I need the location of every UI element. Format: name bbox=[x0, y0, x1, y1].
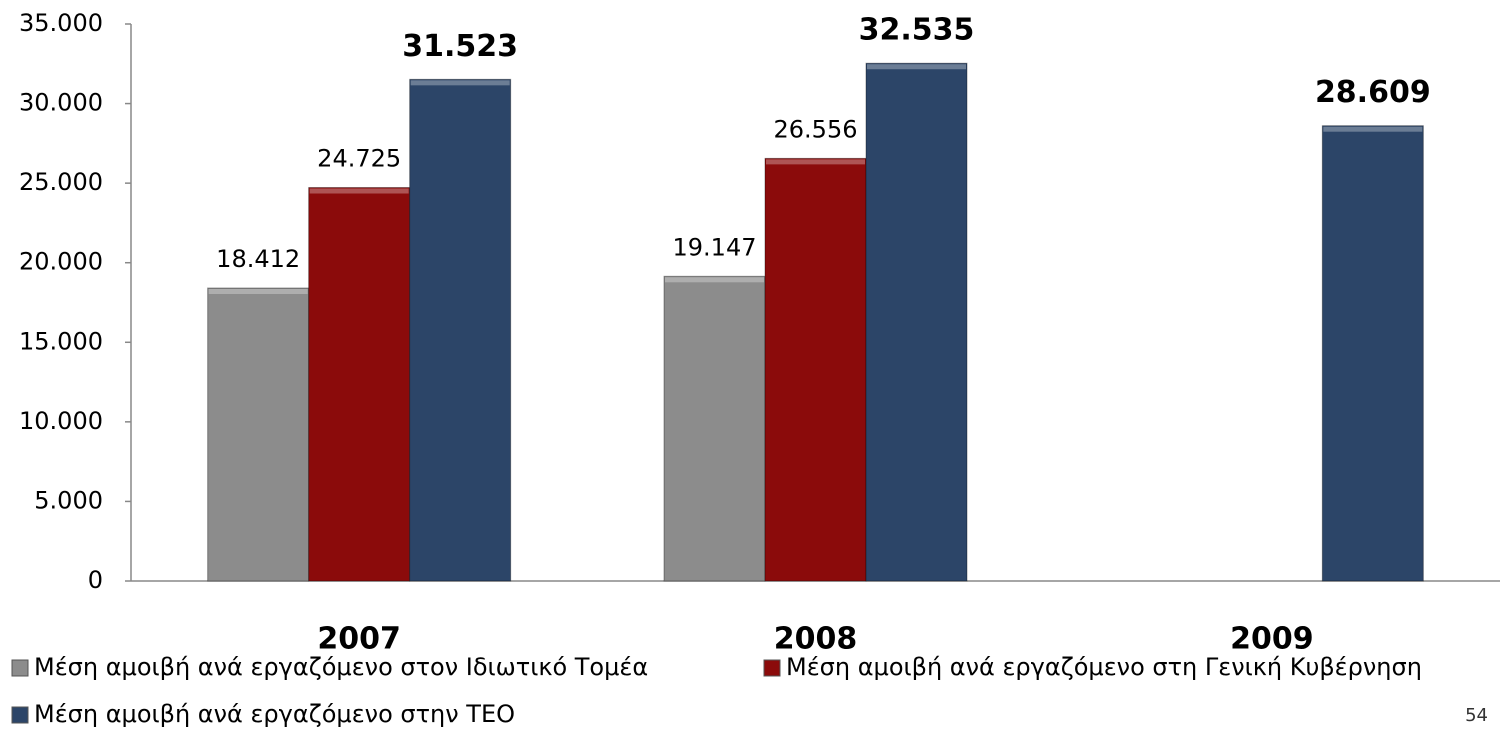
page-number: 54 bbox=[1465, 705, 1488, 726]
bar-highlight bbox=[1323, 126, 1423, 132]
bar bbox=[764, 157, 867, 582]
y-tick-label: 30.000 bbox=[19, 89, 103, 117]
data-label: 31.523 bbox=[402, 29, 518, 64]
y-tick-label: 15.000 bbox=[19, 327, 103, 355]
y-tick-label: 5.000 bbox=[34, 486, 103, 514]
y-tick-label: 0 bbox=[88, 566, 103, 594]
bar bbox=[308, 187, 411, 582]
bar bbox=[1321, 125, 1424, 582]
x-tick-label: 2009 bbox=[1230, 622, 1314, 657]
bar-highlight bbox=[208, 288, 308, 294]
legend-swatch bbox=[11, 706, 29, 724]
legend-label: Μέση αμοιβή ανά εργαζόμενο στον Ιδιωτικό… bbox=[34, 653, 648, 681]
data-label: 26.556 bbox=[774, 115, 858, 143]
y-tick-label: 20.000 bbox=[19, 248, 103, 276]
data-label: 18.412 bbox=[216, 245, 300, 273]
legend-label: Μέση αμοιβή ανά εργαζόμενο στη Γενική Κυ… bbox=[786, 653, 1422, 681]
bar-highlight bbox=[766, 159, 865, 165]
bar-highlight bbox=[867, 64, 966, 70]
bar bbox=[207, 287, 310, 582]
data-label: 19.147 bbox=[673, 233, 757, 261]
bar bbox=[409, 78, 512, 582]
bar bbox=[865, 62, 968, 582]
data-label: 28.609 bbox=[1315, 75, 1431, 110]
bar bbox=[663, 275, 766, 582]
x-tick-label: 2007 bbox=[317, 622, 401, 657]
legend-swatch bbox=[11, 659, 29, 677]
bar-highlight bbox=[309, 188, 409, 194]
y-tick-label: 10.000 bbox=[19, 407, 103, 435]
legend-label: Μέση αμοιβή ανά εργαζόμενο στην ΤΕΟ bbox=[34, 700, 515, 728]
data-label: 32.535 bbox=[859, 13, 975, 48]
legend-swatch bbox=[763, 659, 781, 677]
x-tick-label: 2008 bbox=[774, 622, 858, 657]
y-tick-label: 35.000 bbox=[19, 9, 103, 37]
bar-highlight bbox=[665, 277, 764, 283]
y-tick-label: 25.000 bbox=[19, 168, 103, 196]
bar-highlight bbox=[410, 80, 510, 86]
data-label: 24.725 bbox=[317, 145, 401, 173]
